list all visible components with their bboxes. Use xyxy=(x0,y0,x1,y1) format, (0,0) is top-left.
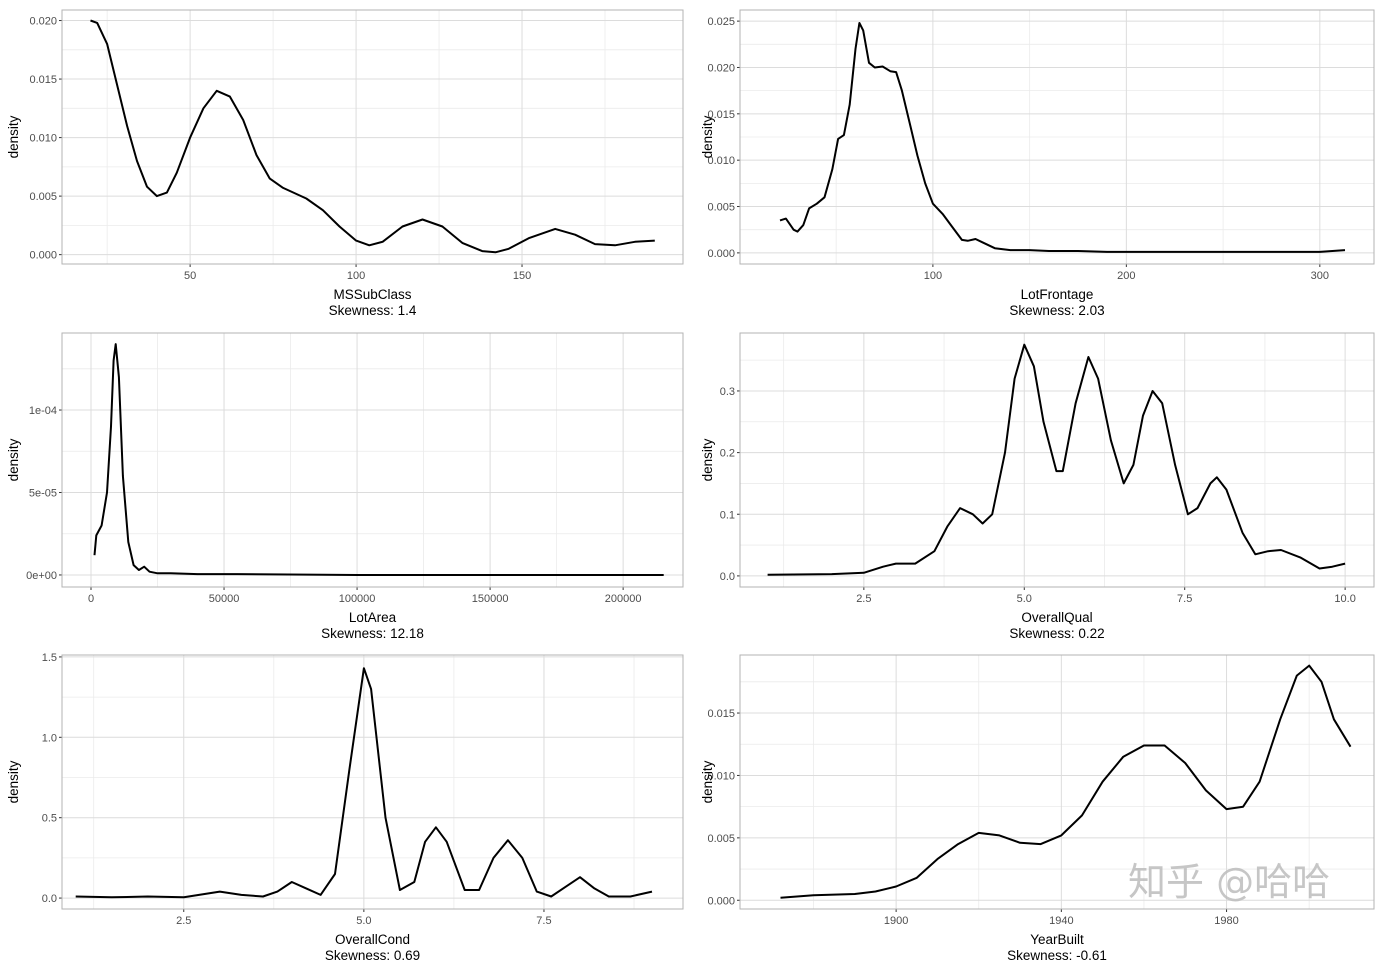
density-curve xyxy=(780,664,1352,899)
x-axis-title: OverallQual xyxy=(1021,610,1092,625)
panel-border xyxy=(739,332,1375,588)
y-axis-title: density xyxy=(6,760,21,803)
skewness-label: Skewness: 1.4 xyxy=(329,303,417,318)
y-tick-label: 0.020 xyxy=(707,62,735,74)
y-tick-label: 0.2 xyxy=(720,448,735,460)
panel-border xyxy=(739,654,1375,910)
y-axis-title: density xyxy=(6,115,21,158)
y-tick-label: 0.025 xyxy=(707,16,735,28)
x-tick-label: 7.5 xyxy=(536,915,551,927)
y-tick-label: 0.010 xyxy=(29,133,57,145)
y-tick-label: 0.015 xyxy=(707,109,735,121)
x-axis-title: MSSubClass xyxy=(333,287,411,302)
y-tick-label: 0.0 xyxy=(42,893,57,905)
x-tick-label: 1980 xyxy=(1214,915,1238,927)
x-tick-label: 200000 xyxy=(605,593,642,605)
watermark: 知乎 @哈哈 xyxy=(1128,860,1330,904)
x-tick-label: 150 xyxy=(513,270,531,282)
y-tick-label: 0.000 xyxy=(29,250,57,262)
y-tick-label: 0.020 xyxy=(29,16,57,28)
panel-border xyxy=(739,9,1375,265)
x-axis-title: YearBuilt xyxy=(1030,932,1084,947)
x-tick-label: 100000 xyxy=(339,593,376,605)
y-tick-label: 0.1 xyxy=(720,509,735,521)
panel-lotarea: 0 50000 100000 150000 200000 0e+00 5e-05 1e-04 L… xyxy=(6,332,684,641)
x-tick-label: 300 xyxy=(1311,270,1329,282)
x-axis-title: LotArea xyxy=(349,610,397,625)
x-tick-label: 5.0 xyxy=(1017,593,1032,605)
skewness-label: Skewness: 0.69 xyxy=(325,948,420,963)
y-tick-label: 5e-05 xyxy=(29,487,57,499)
x-axis-title: OverallCond xyxy=(335,932,410,947)
y-tick-label: 0.015 xyxy=(29,74,57,86)
y-tick-label: 0.3 xyxy=(720,386,735,398)
y-tick-label: 0.015 xyxy=(707,708,735,720)
panel-border xyxy=(61,332,684,588)
panel-yearbuilt: 1900 1940 1980 0.000 0.005 0.010 0.015 YearBuil… xyxy=(700,654,1375,963)
x-tick-label: 50000 xyxy=(209,593,240,605)
x-tick-label: 1940 xyxy=(1049,915,1073,927)
y-axis-title: density xyxy=(700,115,715,158)
x-tick-label: 100 xyxy=(347,270,365,282)
x-tick-label: 2.5 xyxy=(856,593,871,605)
y-tick-label: 0.5 xyxy=(42,813,57,825)
y-tick-label: 0.005 xyxy=(707,833,735,845)
y-axis-title: density xyxy=(700,438,715,481)
x-tick-label: 10.0 xyxy=(1334,593,1355,605)
x-axis-title: LotFrontage xyxy=(1021,287,1094,302)
x-tick-label: 50 xyxy=(184,270,196,282)
y-tick-label: 0.005 xyxy=(707,202,735,214)
x-tick-label: 5.0 xyxy=(356,915,371,927)
skewness-label: Skewness: 2.03 xyxy=(1009,303,1104,318)
panel-overallcond: 2.5 5.0 7.5 0.0 0.5 1.0 1.5 OverallCondSkewness… xyxy=(6,652,684,963)
x-tick-label: 100 xyxy=(924,270,942,282)
y-tick-label: 0.000 xyxy=(707,248,735,260)
y-tick-label: 1.0 xyxy=(42,732,57,744)
y-tick-label: 0.010 xyxy=(707,155,735,167)
density-curve xyxy=(767,343,1346,576)
skewness-label: Skewness: -0.61 xyxy=(1007,948,1107,963)
x-tick-label: 0 xyxy=(88,593,94,605)
x-tick-label: 1900 xyxy=(884,915,908,927)
y-tick-label: 1e-04 xyxy=(29,405,57,417)
panel-lotfrontage: 100 200 300 0.000 0.005 0.010 0.015 0.020 0.025 L… xyxy=(700,9,1375,318)
y-tick-label: 0.010 xyxy=(707,770,735,782)
panel-overallqual: 2.5 5.0 7.5 10.0 0.0 0.1 0.2 0.3 OverallQualSkew… xyxy=(700,332,1375,641)
y-axis-title: density xyxy=(6,438,21,481)
x-tick-label: 150000 xyxy=(472,593,509,605)
y-tick-label: 1.5 xyxy=(42,652,57,664)
density-curve xyxy=(75,667,653,899)
density-curve xyxy=(90,19,655,254)
y-tick-label: 0e+00 xyxy=(26,570,57,582)
x-tick-label: 200 xyxy=(1117,270,1135,282)
x-tick-label: 7.5 xyxy=(1177,593,1192,605)
panel-border xyxy=(61,654,684,910)
density-curve xyxy=(93,343,664,576)
y-tick-label: 0.000 xyxy=(707,895,735,907)
y-axis-title: density xyxy=(700,760,715,803)
y-tick-label: 0.0 xyxy=(720,571,735,583)
skewness-label: Skewness: 12.18 xyxy=(321,626,424,641)
y-tick-label: 0.005 xyxy=(29,191,57,203)
panel-border xyxy=(61,9,684,265)
panel-mssubclass: 50 100 150 0.000 0.005 0.010 0.015 0.020 MSSubCl… xyxy=(6,9,684,318)
skewness-label: Skewness: 0.22 xyxy=(1009,626,1104,641)
density-curve xyxy=(779,22,1346,253)
x-tick-label: 2.5 xyxy=(176,915,191,927)
